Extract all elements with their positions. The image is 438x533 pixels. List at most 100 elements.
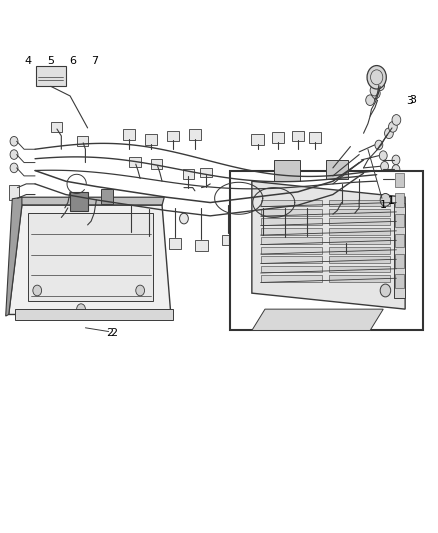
Bar bbox=[279, 238, 291, 249]
Circle shape bbox=[10, 150, 18, 159]
Bar bbox=[143, 237, 155, 247]
Bar bbox=[257, 236, 269, 246]
Bar bbox=[54, 215, 64, 225]
Bar bbox=[261, 219, 321, 225]
Polygon shape bbox=[20, 197, 164, 205]
Circle shape bbox=[370, 85, 379, 96]
Bar bbox=[328, 228, 390, 235]
Circle shape bbox=[385, 128, 393, 139]
Circle shape bbox=[392, 115, 401, 125]
Circle shape bbox=[77, 304, 85, 314]
Bar bbox=[129, 157, 141, 167]
Bar bbox=[395, 214, 404, 227]
Circle shape bbox=[392, 155, 400, 165]
Bar bbox=[28, 213, 153, 301]
Text: 4: 4 bbox=[25, 56, 32, 66]
Bar bbox=[328, 266, 390, 272]
Circle shape bbox=[376, 80, 385, 91]
Bar bbox=[261, 247, 321, 254]
Bar bbox=[328, 256, 390, 263]
Bar bbox=[167, 131, 179, 141]
Bar bbox=[36, 66, 66, 86]
Text: 1: 1 bbox=[388, 197, 395, 206]
Bar bbox=[101, 189, 113, 204]
Bar bbox=[200, 168, 212, 177]
Bar bbox=[77, 136, 88, 146]
Bar bbox=[328, 219, 390, 225]
Bar bbox=[222, 235, 234, 245]
Bar bbox=[272, 132, 284, 143]
Bar bbox=[125, 233, 138, 244]
Text: 6: 6 bbox=[69, 56, 76, 66]
Circle shape bbox=[380, 193, 391, 206]
Circle shape bbox=[380, 284, 391, 297]
Circle shape bbox=[392, 174, 400, 183]
Bar bbox=[251, 134, 264, 145]
Polygon shape bbox=[15, 309, 173, 320]
Circle shape bbox=[375, 140, 383, 150]
Bar bbox=[145, 134, 157, 145]
Circle shape bbox=[389, 122, 397, 132]
Bar bbox=[328, 199, 390, 206]
Circle shape bbox=[10, 136, 18, 146]
Bar bbox=[261, 266, 321, 272]
Bar bbox=[169, 238, 181, 249]
Bar bbox=[189, 129, 201, 140]
Circle shape bbox=[33, 285, 42, 296]
Bar bbox=[261, 237, 321, 244]
Bar bbox=[395, 274, 404, 288]
Bar bbox=[347, 210, 358, 221]
Bar bbox=[328, 247, 390, 254]
Bar bbox=[292, 131, 304, 141]
Circle shape bbox=[136, 285, 145, 296]
Text: 1: 1 bbox=[380, 200, 387, 210]
Polygon shape bbox=[6, 197, 22, 316]
Bar bbox=[325, 211, 336, 221]
Text: 5: 5 bbox=[47, 56, 54, 66]
Bar bbox=[195, 240, 208, 251]
Circle shape bbox=[373, 79, 382, 90]
Polygon shape bbox=[252, 309, 383, 330]
Bar bbox=[395, 254, 404, 268]
Bar bbox=[151, 159, 162, 169]
Text: 7: 7 bbox=[91, 56, 98, 66]
Polygon shape bbox=[252, 181, 405, 309]
Bar bbox=[394, 203, 405, 298]
Circle shape bbox=[381, 161, 389, 171]
Bar bbox=[261, 209, 321, 216]
Bar bbox=[395, 173, 404, 187]
Circle shape bbox=[367, 66, 386, 89]
Text: 3: 3 bbox=[410, 95, 417, 105]
Bar bbox=[395, 234, 404, 247]
Circle shape bbox=[180, 213, 188, 224]
Bar bbox=[261, 276, 321, 282]
Circle shape bbox=[10, 163, 18, 173]
Text: 2: 2 bbox=[106, 328, 113, 338]
Bar bbox=[274, 160, 300, 181]
Bar bbox=[261, 256, 321, 263]
Bar bbox=[80, 222, 91, 232]
Bar bbox=[70, 192, 88, 211]
Bar bbox=[328, 276, 390, 282]
Bar bbox=[328, 237, 390, 244]
Text: 2: 2 bbox=[110, 328, 117, 337]
Bar bbox=[328, 209, 390, 216]
Bar bbox=[309, 132, 321, 143]
Bar bbox=[183, 169, 194, 179]
Bar bbox=[9, 185, 19, 200]
Bar bbox=[230, 171, 423, 330]
Circle shape bbox=[392, 165, 400, 174]
Text: 3: 3 bbox=[406, 96, 413, 106]
Polygon shape bbox=[9, 205, 171, 314]
Bar bbox=[338, 228, 355, 243]
Bar bbox=[395, 193, 404, 207]
Bar bbox=[261, 199, 321, 206]
Circle shape bbox=[366, 95, 374, 106]
Bar bbox=[123, 129, 135, 140]
Circle shape bbox=[379, 151, 387, 160]
Circle shape bbox=[371, 88, 380, 99]
Bar bbox=[261, 228, 321, 235]
Bar bbox=[300, 237, 313, 247]
Bar bbox=[326, 160, 348, 179]
Bar bbox=[52, 122, 63, 132]
